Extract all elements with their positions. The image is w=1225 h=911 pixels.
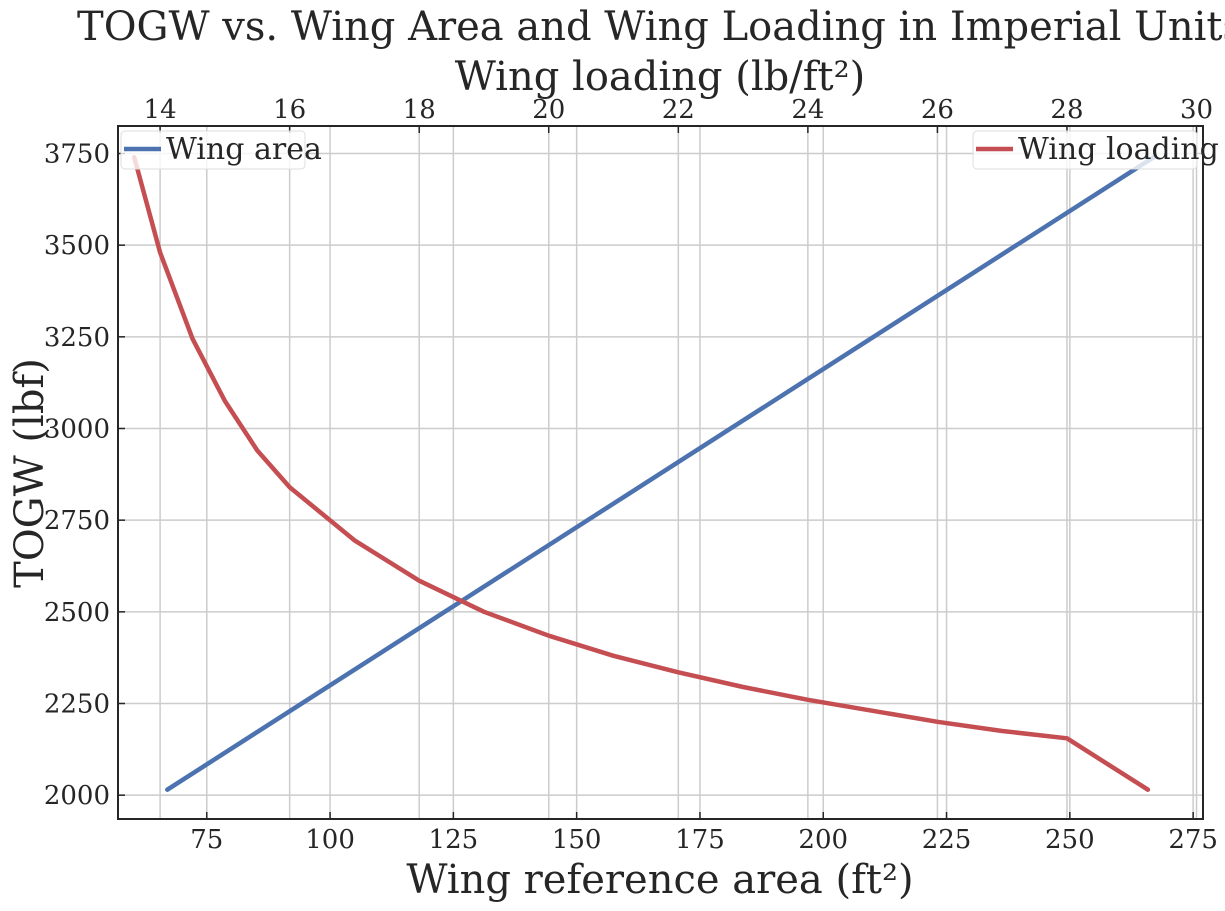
x-tick-label: 250 xyxy=(1045,825,1095,855)
x2-tick-label: 22 xyxy=(662,95,695,125)
x2-tick-label: 28 xyxy=(1050,95,1083,125)
x2-tick-label: 14 xyxy=(144,95,177,125)
x-tick-label: 225 xyxy=(922,825,972,855)
y-tick-label: 3000 xyxy=(44,415,110,445)
y-tick-label: 2000 xyxy=(44,781,110,811)
legend-box xyxy=(120,130,306,170)
x-tick-label: 125 xyxy=(429,825,479,855)
plot-frame xyxy=(117,125,1204,820)
series-line-wing-loading xyxy=(131,154,1151,792)
grid-lines xyxy=(118,126,1203,819)
x2-tick-label: 26 xyxy=(921,95,954,125)
legend-wing-area: Wing area xyxy=(120,130,322,170)
legend-wing-loading: Wing loading xyxy=(972,130,1219,170)
legends: Wing area Wing loading xyxy=(120,130,1219,170)
bottom-axis-title: Wing reference area (ft²) xyxy=(406,857,913,903)
y-tick-label: 2250 xyxy=(44,690,110,720)
x2-tick-label: 18 xyxy=(403,95,436,125)
series-line-wing-area xyxy=(165,154,1156,792)
chart-title: TOGW vs. Wing Area and Wing Loading in I… xyxy=(77,4,1225,50)
axis-ticks: 75 100 125 150 175 200 225 250 275 14 16 18 20 22 24 26… xyxy=(44,95,1218,855)
top-axis-title: Wing loading (lb/ft²) xyxy=(455,54,866,100)
x2-tick-label: 16 xyxy=(273,95,306,125)
x-tick-label: 150 xyxy=(552,825,602,855)
x-tick-label: 275 xyxy=(1168,825,1218,855)
y-tick-label: 3750 xyxy=(44,140,110,170)
x-tick-label: 200 xyxy=(798,825,848,855)
y-tick-label: 3500 xyxy=(44,231,110,261)
legend-label: Wing loading xyxy=(1018,132,1219,167)
legend-label: Wing area xyxy=(166,132,322,167)
series-lines xyxy=(131,154,1156,792)
y-tick-label: 3250 xyxy=(44,323,110,353)
x-tick-label: 175 xyxy=(675,825,725,855)
legend-box xyxy=(972,130,1198,170)
x-tick-label: 75 xyxy=(190,825,223,855)
y-axis-title: TOGW (lbf) xyxy=(7,358,53,588)
y-tick-label: 2750 xyxy=(44,506,110,536)
x2-tick-label: 20 xyxy=(532,95,565,125)
x2-tick-label: 30 xyxy=(1180,95,1213,125)
x-tick-label: 100 xyxy=(305,825,355,855)
y-tick-label: 2500 xyxy=(44,598,110,628)
x2-tick-label: 24 xyxy=(791,95,824,125)
